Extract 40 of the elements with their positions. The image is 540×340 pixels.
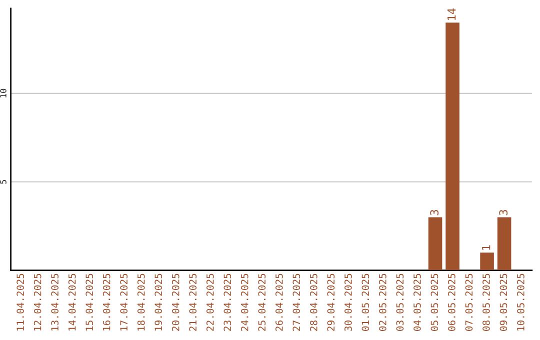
- x-tick-label: 17.04.2025: [120, 274, 128, 330]
- x-tick-label: 22.04.2025: [206, 274, 214, 331]
- x-tick-label: 30.04.2025: [344, 274, 352, 331]
- data-label: 1: [482, 245, 490, 250]
- x-tick-label: 25.04.2025: [258, 274, 266, 331]
- x-tick-label: 03.05.2025: [396, 274, 404, 331]
- x-tick-label: 21.04.2025: [189, 274, 197, 331]
- x-tick-label: 14.04.2025: [68, 274, 76, 330]
- x-tick-label: 28.04.2025: [310, 274, 318, 331]
- bar: [480, 252, 494, 270]
- x-tick-label: 15.04.2025: [86, 274, 94, 330]
- x-tick-label: 12.04.2025: [34, 274, 42, 330]
- x-tick-label: 13.04.2025: [51, 274, 59, 330]
- x-tick-label: 08.05.2025: [482, 274, 490, 331]
- x-tick-label: 09.05.2025: [500, 274, 508, 331]
- x-tick-label: 20.04.2025: [172, 274, 180, 331]
- x-tick-label: 11.04.2025: [16, 274, 24, 330]
- x-tick-label: 02.05.2025: [379, 274, 386, 331]
- x-tick-label: 23.04.2025: [224, 274, 232, 331]
- bar: [428, 217, 442, 270]
- x-tick-label: 19.04.2025: [154, 274, 162, 330]
- y-tick-label: 5: [0, 180, 6, 184]
- x-tick-label: 01.05.2025: [362, 274, 370, 331]
- x-tick-label: 04.05.2025: [414, 274, 421, 331]
- x-tick-label: 07.05.2025: [465, 274, 473, 331]
- data-label: 3: [499, 210, 508, 216]
- y-tick-label: 10: [0, 88, 6, 98]
- data-label: 3: [430, 210, 439, 216]
- x-tick-label: 27.04.2025: [292, 274, 300, 331]
- x-tick-label: 24.04.2025: [240, 274, 248, 331]
- x-tick-label: 18.04.2025: [137, 274, 145, 330]
- x-tick-label: 06.05.2025: [448, 274, 456, 331]
- x-tick-label: 26.04.2025: [275, 274, 283, 331]
- x-tick-label: 10.05.2025: [517, 274, 524, 330]
- x-tick-label: 29.04.2025: [327, 274, 335, 331]
- data-label: 14: [448, 8, 456, 20]
- x-tick-label: 16.04.2025: [102, 274, 110, 330]
- bar: [446, 22, 460, 270]
- bar: [497, 217, 512, 270]
- x-tick-label: 05.05.2025: [430, 274, 438, 331]
